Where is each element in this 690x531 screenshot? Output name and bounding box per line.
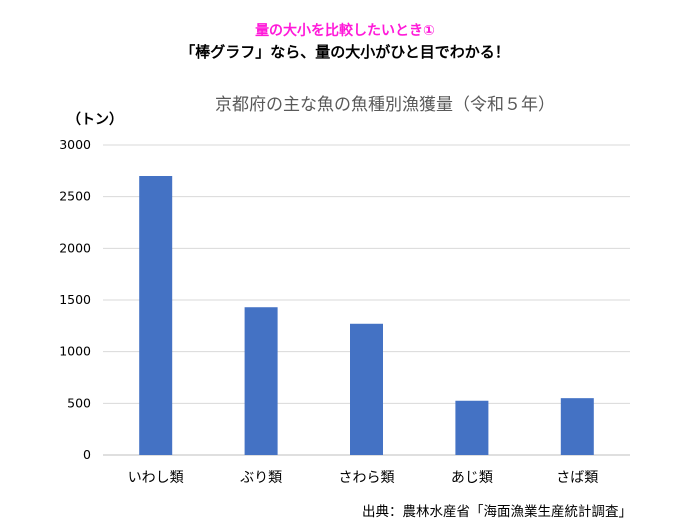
x-tick-label: さわら類	[339, 470, 395, 486]
y-tick-label: 500	[67, 395, 91, 410]
y-tick-label: 1500	[59, 292, 91, 307]
y-tick-label: 2000	[59, 240, 91, 255]
bar	[139, 176, 173, 455]
x-tick-label: さば類	[556, 470, 598, 486]
x-tick-label: ぶり類	[240, 470, 282, 486]
y-tick-label: 1000	[59, 344, 91, 359]
y-axis-label: （トン）	[67, 112, 123, 128]
y-tick-labels: 0 500 1000 1500 2000 2500 3000	[59, 137, 91, 462]
bar	[455, 400, 489, 455]
y-tick-label: 0	[83, 447, 91, 462]
bar	[244, 307, 278, 455]
x-tick-label: いわし類	[128, 470, 184, 486]
x-tick-labels: いわし類 ぶり類 さわら類 あじ類 さば類	[128, 470, 599, 486]
bars	[139, 176, 594, 455]
y-tick-label: 2500	[59, 189, 91, 204]
heading-black: 「棒グラフ」なら、量の大小がひと目でわかる！	[180, 43, 510, 61]
x-tick-label: あじ類	[451, 470, 493, 486]
chart-title: 京都府の主な魚の魚種別漁獲量（令和５年）	[215, 95, 555, 115]
source-note: 出典：農林水産省「海面漁業生産統計調査」	[362, 504, 632, 520]
bar	[350, 323, 383, 455]
grid-lines	[103, 144, 630, 456]
y-tick-label: 3000	[59, 137, 91, 152]
bar	[560, 398, 594, 455]
heading-pink: 量の大小を比較したいとき①	[255, 23, 435, 39]
